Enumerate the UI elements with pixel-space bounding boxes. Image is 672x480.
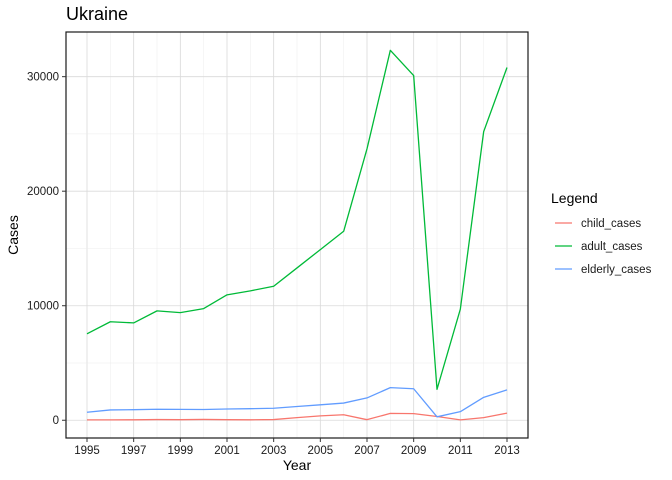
legend-label-elderly_cases: elderly_cases xyxy=(581,264,652,276)
chart-title: Ukraine xyxy=(66,4,128,24)
series-line-elderly_cases xyxy=(86,386,508,418)
grid xyxy=(66,32,528,438)
x-tick-label: 2013 xyxy=(494,445,520,457)
x-tick-label: 1995 xyxy=(74,445,100,457)
x-tick-label: 2001 xyxy=(214,445,240,457)
series-line-adult_cases xyxy=(86,49,508,390)
y-tick-label: 10000 xyxy=(27,301,59,313)
x-axis-title: Year xyxy=(283,457,312,473)
x-tick-label: 2009 xyxy=(401,445,427,457)
legend: Legend child_cases adult_cases elderly_cas… xyxy=(551,190,652,276)
legend-title: Legend xyxy=(551,190,598,206)
y-tick-label: 30000 xyxy=(27,72,59,84)
series-lines xyxy=(86,49,508,421)
axis-ticks: 1995 1997 1999 2001 2003 2005 2007 2009 2011 2013… xyxy=(27,72,520,457)
x-tick-label: 2005 xyxy=(308,445,334,457)
x-tick-label: 2007 xyxy=(354,445,380,457)
x-tick-label: 1997 xyxy=(121,445,147,457)
y-tick-label: 0 xyxy=(53,415,59,427)
x-tick-label: 1999 xyxy=(168,445,194,457)
legend-label-child_cases: child_cases xyxy=(581,218,641,230)
y-axis-title: Cases xyxy=(5,215,21,255)
x-tick-label: 2003 xyxy=(261,445,287,457)
y-tick-label: 20000 xyxy=(27,186,59,198)
plot-frame xyxy=(65,31,529,439)
legend-label-adult_cases: adult_cases xyxy=(581,241,643,253)
x-tick-label: 2011 xyxy=(448,445,473,457)
